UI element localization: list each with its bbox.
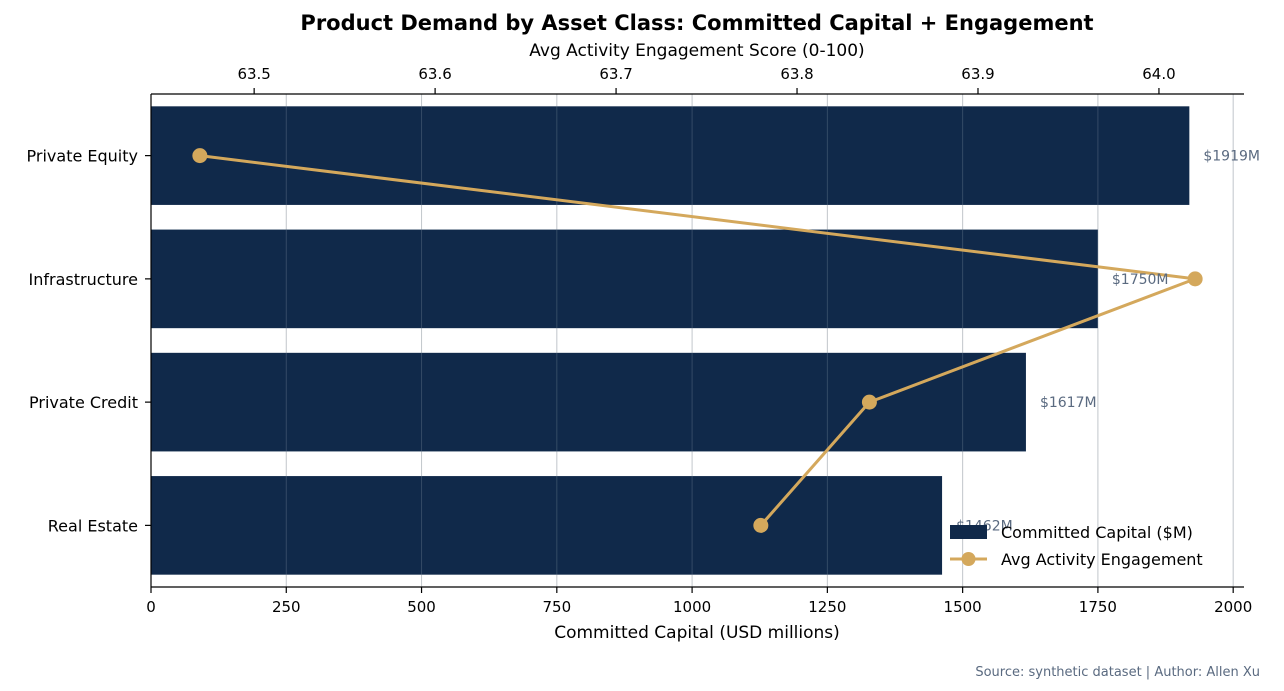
x-tick-label: 500: [407, 598, 436, 616]
engagement-points: [192, 148, 1203, 533]
x2-tick-label: 63.8: [780, 65, 813, 83]
engagement-line-path: [199, 154, 1197, 527]
x-tick-label: 1500: [944, 598, 982, 616]
bar-value-label: $1750M: [1112, 272, 1169, 288]
x-tick-label: 750: [542, 598, 571, 616]
x2-tick-label: 63.6: [418, 65, 451, 83]
bar: [151, 229, 1098, 329]
x-tick-label: 2000: [1214, 598, 1252, 616]
engagement-point: [1187, 271, 1203, 287]
source-note: Source: synthetic dataset | Author: Alle…: [975, 665, 1260, 680]
bar-value-label: $1617M: [1040, 395, 1097, 411]
bar-value-label: $1919M: [1203, 149, 1260, 165]
x-tick-label: 1750: [1079, 598, 1117, 616]
x2-tick-label: 63.9: [961, 65, 994, 83]
category-label: Private Credit: [29, 393, 138, 412]
legend-line-label: Avg Activity Engagement: [1001, 550, 1203, 569]
bars: [151, 106, 1190, 575]
x2-tick-label: 63.5: [237, 65, 270, 83]
bar: [151, 352, 1026, 452]
category-label: Private Equity: [27, 147, 138, 166]
legend: Committed Capital ($M) Avg Activity Enga…: [950, 523, 1203, 569]
x-tick-label: 1000: [673, 598, 711, 616]
x2-tick-label: 64.0: [1142, 65, 1175, 83]
engagement-point: [192, 148, 208, 164]
data-labels: $1919M$1750M$1617M$1462M: [956, 149, 1260, 535]
category-labels: Private Equity Infrastructure Private Cred…: [27, 147, 151, 535]
x-tick-label: 0: [146, 598, 156, 616]
top-axis-title: Avg Activity Engagement Score (0-100): [529, 41, 864, 61]
x2-tick-label: 63.7: [599, 65, 632, 83]
legend-bar-label: Committed Capital ($M): [1001, 523, 1193, 542]
bottom-axis-title: Committed Capital (USD millions): [554, 623, 840, 643]
axes: [150, 93, 1244, 588]
engagement-point: [753, 517, 769, 533]
engagement-point: [861, 394, 877, 410]
bar: [151, 106, 1190, 205]
category-label: Infrastructure: [29, 270, 138, 289]
category-label: Real Estate: [48, 516, 138, 535]
legend-bar-swatch: [950, 525, 987, 539]
bar: [151, 476, 943, 575]
x-tick-label: 250: [272, 598, 301, 616]
bottom-axis-ticks: 0 250 500 750 1000 1250 1500 1750 2000: [146, 587, 1252, 616]
top-axis-ticks: 63.5 63.6 63.7 63.8 63.9 64.0: [237, 65, 1176, 94]
chart-title: Product Demand by Asset Class: Committed…: [300, 11, 1093, 35]
legend-line-marker: [961, 552, 976, 566]
x-tick-label: 1250: [808, 598, 846, 616]
engagement-line: [199, 94, 1234, 587]
